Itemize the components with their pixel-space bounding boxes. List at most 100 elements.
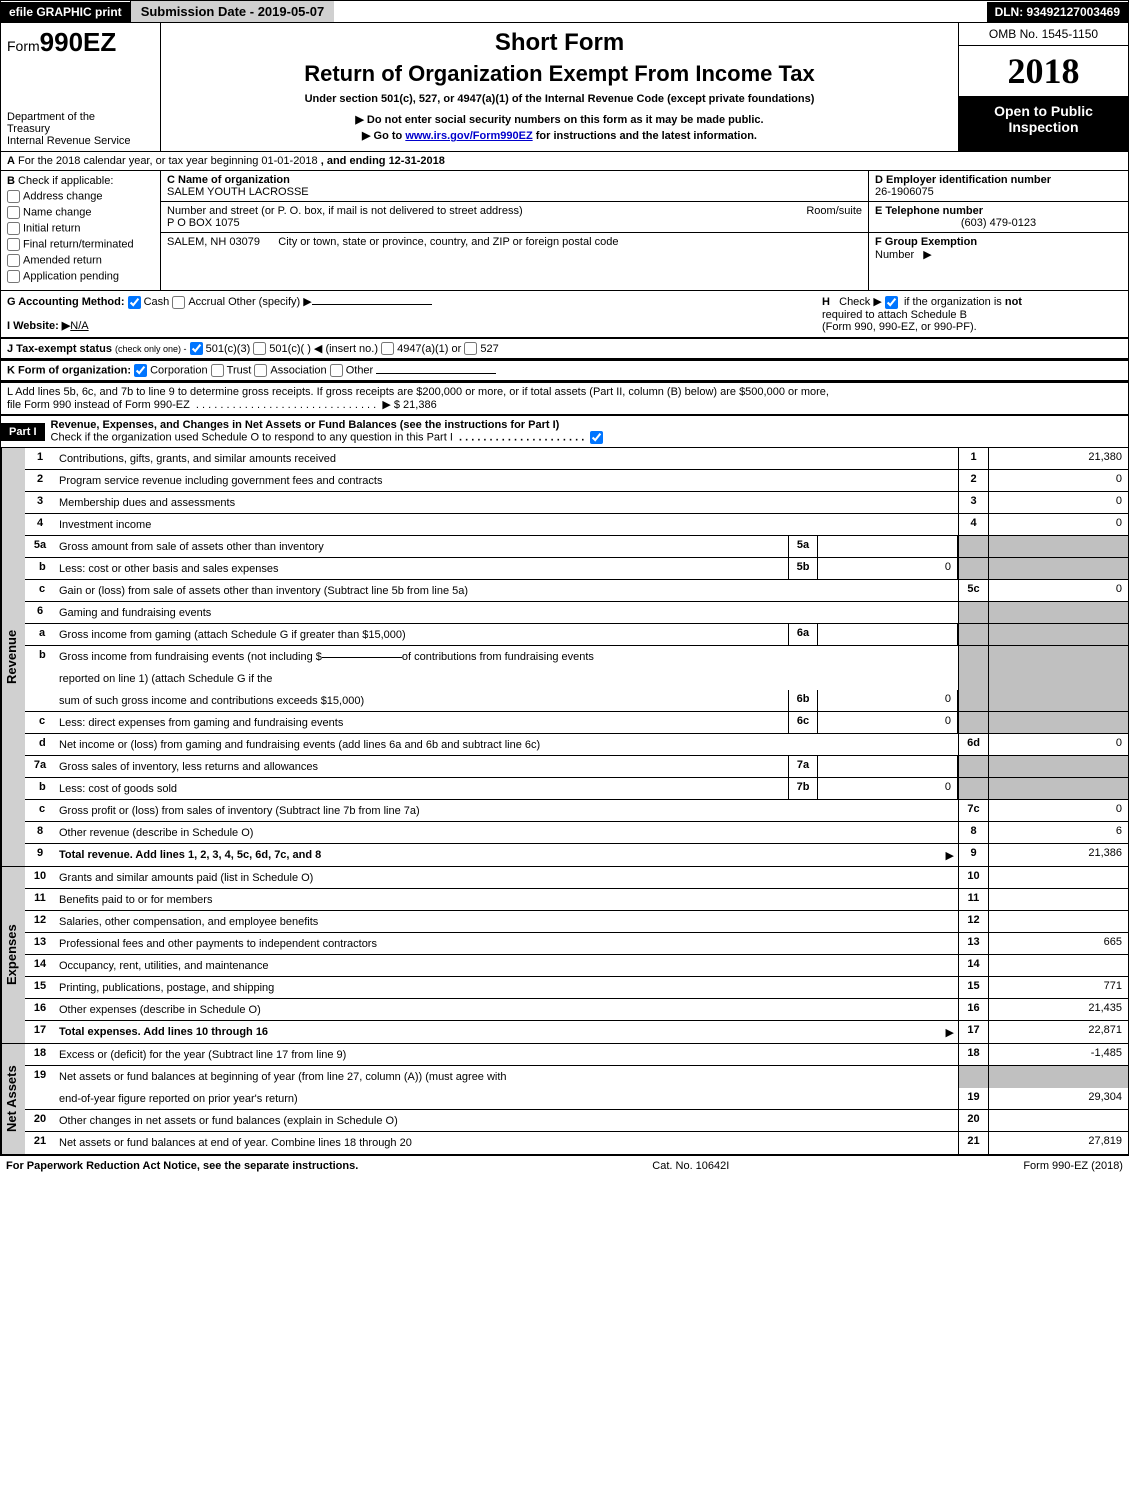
line-13-rval: 665 [988, 933, 1128, 954]
org-name: SALEM YOUTH LACROSSE [167, 186, 309, 198]
name-change-label[interactable]: Name change [7, 206, 154, 219]
line-7b-desc: Less: cost of goods sold [55, 778, 788, 799]
line-13-text: Professional fees and other payments to … [59, 938, 377, 950]
footer-left: For Paperwork Reduction Act Notice, see … [6, 1160, 358, 1172]
line-2: 2 Program service revenue including gove… [25, 470, 1128, 492]
line-11-num: 11 [25, 889, 55, 910]
line-19-desc1: Net assets or fund balances at beginning… [55, 1066, 958, 1088]
under-section-text: Under section 501(c), 527, or 4947(a)(1)… [171, 93, 948, 105]
line-12-desc: Salaries, other compensation, and employ… [55, 911, 958, 932]
line-6b-blank[interactable] [322, 657, 402, 658]
amended-return-label[interactable]: Amended return [7, 254, 154, 267]
line-20-rval [988, 1110, 1128, 1131]
line-5a: 5a Gross amount from sale of assets othe… [25, 536, 1128, 558]
line-7a-mnum: 7a [788, 756, 818, 777]
line-19-1: 19 Net assets or fund balances at beginn… [25, 1066, 1128, 1088]
line-7b-mnum: 7b [788, 778, 818, 799]
h-checkbox[interactable] [885, 296, 898, 309]
netassets-body: 18 Excess or (deficit) for the year (Sub… [25, 1044, 1128, 1154]
open-line1: Open to Public [963, 103, 1124, 119]
j-501c3-checkbox[interactable] [190, 342, 203, 355]
j-sub: (check only one) - [115, 344, 187, 354]
final-return-checkbox[interactable] [7, 238, 20, 251]
netassets-side-label: Net Assets [1, 1044, 25, 1154]
k-assoc-checkbox[interactable] [254, 364, 267, 377]
line-16: 16 Other expenses (describe in Schedule … [25, 999, 1128, 1021]
line-5c-rval: 0 [988, 580, 1128, 601]
line-7b-text: Less: cost of goods sold [59, 783, 177, 795]
line-3-rval: 0 [988, 492, 1128, 513]
line-13: 13 Professional fees and other payments … [25, 933, 1128, 955]
j-501c-checkbox[interactable] [253, 342, 266, 355]
line-11-text: Benefits paid to or for members [59, 894, 212, 906]
line-20-text: Other changes in net assets or fund bala… [59, 1115, 398, 1127]
line-12-text: Salaries, other compensation, and employ… [59, 916, 318, 928]
addr-change-label[interactable]: Address change [7, 190, 154, 203]
other-specify-field[interactable] [312, 304, 432, 305]
goto-text: ▶ Go to www.irs.gov/Form990EZ for instru… [171, 129, 948, 142]
line-7a-num: 7a [25, 756, 55, 777]
line-7a-mval [818, 756, 958, 777]
efile-print-button[interactable]: efile GRAPHIC print [1, 2, 130, 22]
line-5a-mnum: 5a [788, 536, 818, 557]
line-17-rnum: 17 [958, 1021, 988, 1043]
line-7b: b Less: cost of goods sold 7b 0 [25, 778, 1128, 800]
accrual-text: Accrual [188, 296, 225, 308]
initial-return-checkbox[interactable] [7, 222, 20, 235]
part1-schedO-checkbox[interactable] [590, 431, 603, 444]
line-4: 4 Investment income 4 0 [25, 514, 1128, 536]
revenue-side-label: Revenue [1, 448, 25, 866]
name-change-checkbox[interactable] [7, 206, 20, 219]
f-arrow: ▶ [923, 249, 931, 261]
line-15-rval: 771 [988, 977, 1128, 998]
open-line2: Inspection [963, 119, 1124, 135]
line-7a-text: Gross sales of inventory, less returns a… [59, 761, 318, 773]
line-15-rnum: 15 [958, 977, 988, 998]
line-14-text: Occupancy, rent, utilities, and maintena… [59, 960, 269, 972]
k-other-field[interactable] [376, 373, 496, 374]
part1-title: Revenue, Expenses, and Changes in Net As… [45, 416, 1128, 447]
line-7c-rnum: 7c [958, 800, 988, 821]
line-11-rnum: 11 [958, 889, 988, 910]
amended-return-checkbox[interactable] [7, 254, 20, 267]
line-6b-desc4: sum of such gross income and contributio… [55, 690, 788, 711]
addr-change-checkbox[interactable] [7, 190, 20, 203]
line-6b-desc3: reported on line 1) (attach Schedule G i… [55, 668, 958, 690]
line-16-text: Other expenses (describe in Schedule O) [59, 1004, 261, 1016]
footer-mid: Cat. No. 10642I [652, 1160, 729, 1172]
k-trust-checkbox[interactable] [211, 364, 224, 377]
line-9-rnum: 9 [958, 844, 988, 866]
k-other-checkbox[interactable] [330, 364, 343, 377]
line-7a: 7a Gross sales of inventory, less return… [25, 756, 1128, 778]
j-4947-checkbox[interactable] [381, 342, 394, 355]
line-8: 8 Other revenue (describe in Schedule O)… [25, 822, 1128, 844]
k-corp-checkbox[interactable] [134, 364, 147, 377]
col-def: D Employer identification number 26-1906… [868, 171, 1128, 290]
line-12-rnum: 12 [958, 911, 988, 932]
final-return-label[interactable]: Final return/terminated [7, 238, 154, 251]
line-6-rnum-shaded [958, 602, 988, 623]
i-label: I Website: ▶ [7, 320, 70, 332]
app-pending-checkbox[interactable] [7, 270, 20, 283]
k-corp: Corporation [150, 365, 207, 377]
initial-return-label[interactable]: Initial return [7, 222, 154, 235]
form-num-big: 990EZ [40, 27, 117, 57]
j-label: J Tax-exempt status [7, 343, 112, 355]
cash-checkbox[interactable] [128, 296, 141, 309]
accrual-checkbox[interactable] [172, 296, 185, 309]
goto-prefix: ▶ Go to [362, 130, 405, 142]
g-accounting: G Accounting Method: Cash Accrual Other … [7, 295, 822, 333]
irs-link[interactable]: www.irs.gov/Form990EZ [405, 130, 532, 142]
city-label: City or town, state or province, country… [278, 236, 618, 248]
room-suite-label: Room/suite [806, 205, 862, 229]
j-527-checkbox[interactable] [464, 342, 477, 355]
line-6b-text3: reported on line 1) (attach Schedule G i… [59, 673, 272, 685]
app-pending-label[interactable]: Application pending [7, 270, 154, 283]
line-5a-num: 5a [25, 536, 55, 557]
h-check-text: Check ▶ [839, 296, 882, 308]
line-20: 20 Other changes in net assets or fund b… [25, 1110, 1128, 1132]
line-6b-rnum-shaded3 [958, 690, 988, 711]
row-a-mid: , and ending 12-31-2018 [321, 155, 445, 167]
line-6-num: 6 [25, 602, 55, 623]
line-8-text: Other revenue (describe in Schedule O) [59, 827, 253, 839]
